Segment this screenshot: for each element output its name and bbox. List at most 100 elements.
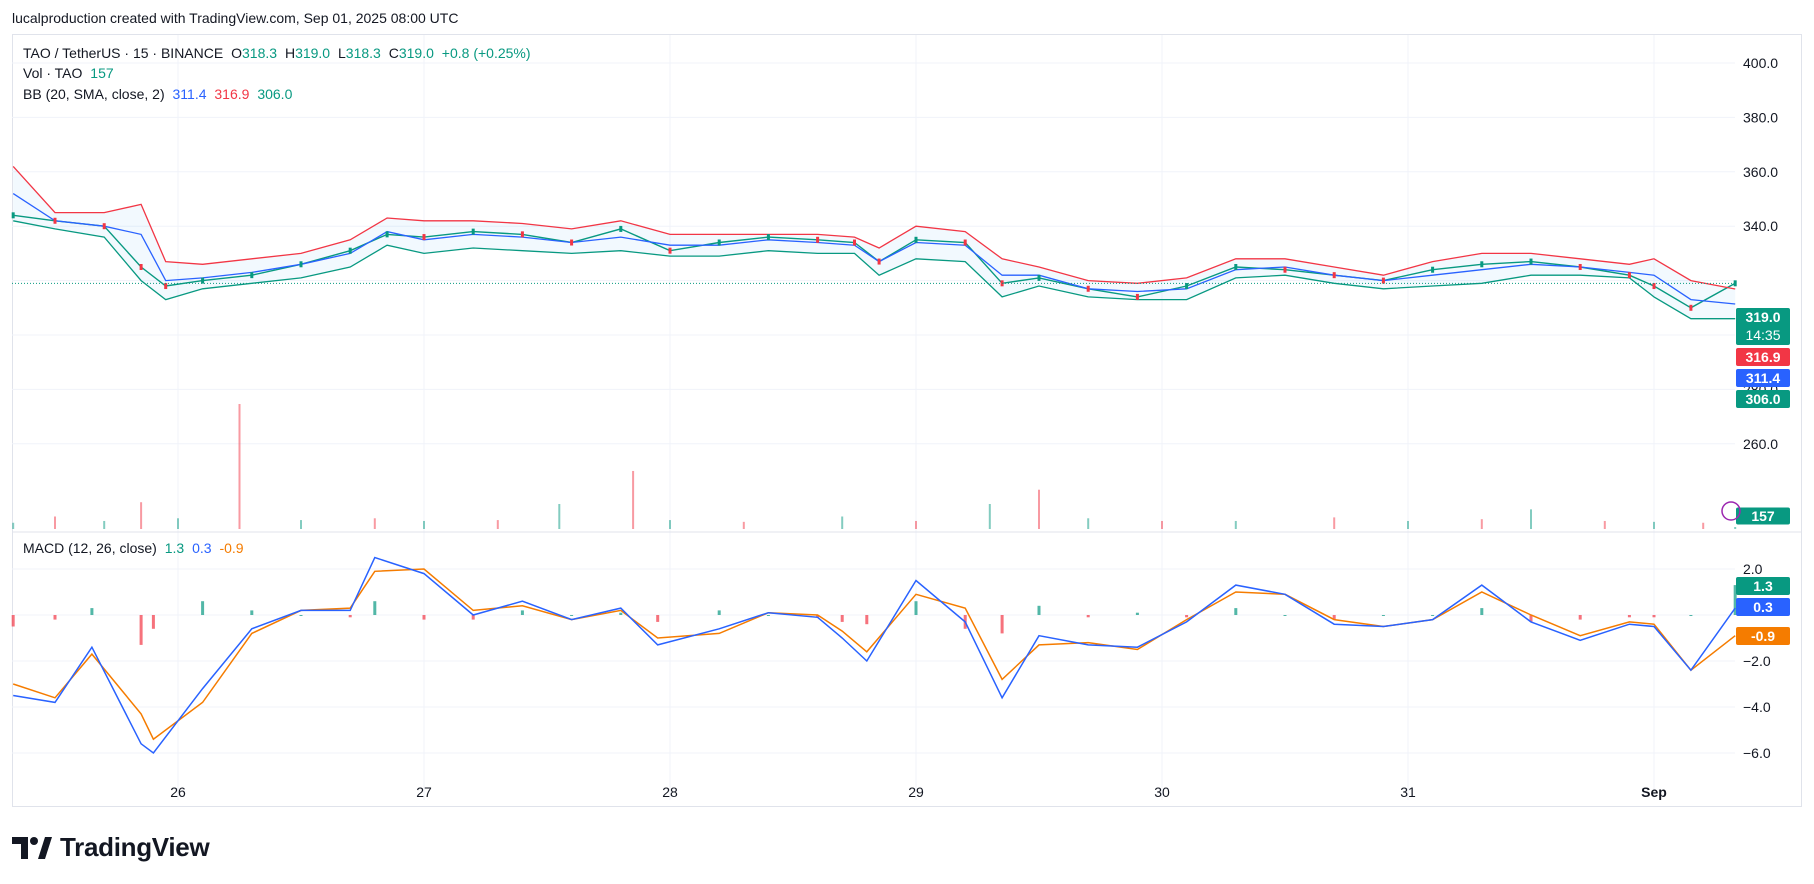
price-candle[interactable] (766, 234, 770, 241)
price-candle[interactable] (914, 236, 918, 243)
macd-histogram-bar[interactable] (840, 615, 844, 622)
volume-badge-bg[interactable] (1736, 507, 1790, 525)
macd-histogram-bar[interactable] (1733, 585, 1737, 615)
volume-bar[interactable] (742, 521, 745, 529)
volume-bar[interactable] (632, 470, 635, 529)
volume-bar[interactable] (140, 502, 143, 529)
volume-bar[interactable] (103, 520, 106, 529)
price-candle[interactable] (471, 228, 475, 235)
macd-histogram-bar[interactable] (53, 615, 57, 620)
price-candle[interactable] (877, 258, 881, 265)
price-candle[interactable] (1135, 293, 1139, 300)
price-candle[interactable] (348, 247, 352, 254)
macd-hist-badge-bg[interactable] (1736, 577, 1790, 595)
price-candle[interactable] (1652, 283, 1656, 290)
macd-histogram-bar[interactable] (1185, 615, 1189, 618)
macd-histogram-bar[interactable] (1578, 615, 1582, 620)
price-candle[interactable] (1185, 283, 1189, 290)
macd-signal-badge-bg[interactable] (1736, 627, 1790, 645)
price-candle[interactable] (11, 212, 15, 219)
bb-basis-badge-bg[interactable] (1736, 369, 1790, 387)
last-price-badge-bg[interactable] (1736, 308, 1790, 345)
bb-upper-line[interactable] (12, 165, 1736, 290)
macd-histogram-bar[interactable] (619, 612, 623, 615)
volume-bar[interactable] (915, 520, 917, 529)
close-price-line[interactable] (13, 214, 1736, 309)
tradingview-logo[interactable]: TradingView (12, 832, 210, 863)
macd-histogram-bar[interactable] (1480, 608, 1484, 615)
macd-label[interactable]: MACD (12, 26, close) (23, 540, 157, 556)
volume-bar[interactable] (1603, 520, 1606, 529)
macd-histogram-bar[interactable] (11, 615, 15, 627)
macd-histogram-bar[interactable] (1234, 608, 1238, 615)
macd-histogram-bar[interactable] (1135, 612, 1139, 615)
volume-bar[interactable] (1407, 520, 1409, 529)
price-candle[interactable] (1529, 258, 1533, 265)
macd-histogram-bar[interactable] (914, 601, 918, 615)
volume-bar[interactable] (558, 504, 561, 529)
macd-histogram-bar[interactable] (1689, 615, 1693, 616)
volume-bar[interactable] (300, 520, 302, 529)
bb-lower-badge-bg[interactable] (1736, 390, 1790, 408)
price-candle[interactable] (1037, 274, 1041, 281)
macd-histogram-bar[interactable] (201, 601, 205, 615)
bb-lower-line[interactable] (13, 220, 1736, 320)
volume-bar[interactable] (1480, 519, 1483, 529)
macd-histogram-bar[interactable] (299, 615, 303, 616)
volume-bar[interactable] (669, 520, 671, 529)
volume-bar[interactable] (1087, 518, 1090, 529)
volume-bar[interactable] (177, 518, 179, 529)
macd-signal-line[interactable] (12, 568, 1736, 741)
volume-bar[interactable] (1234, 520, 1237, 529)
macd-histogram-bar[interactable] (1000, 615, 1004, 634)
volume-bar[interactable] (841, 516, 844, 530)
macd-line[interactable] (13, 556, 1736, 755)
macd-histogram-bar[interactable] (348, 615, 352, 618)
volume-bar[interactable] (238, 404, 241, 529)
volume-bar[interactable] (54, 516, 56, 530)
macd-histogram-bar[interactable] (422, 615, 426, 620)
price-candle[interactable] (53, 217, 57, 224)
volume-bar[interactable] (1530, 509, 1532, 529)
chart-frame[interactable] (12, 34, 1802, 807)
price-candle[interactable] (1578, 264, 1582, 270)
price-candle[interactable] (853, 239, 856, 246)
volume-label[interactable]: Vol · TAO (23, 65, 83, 81)
volume-bar[interactable] (1734, 527, 1737, 529)
macd-line-badge-bg[interactable] (1736, 598, 1790, 616)
macd-histogram-bar[interactable] (373, 601, 377, 615)
price-candle[interactable] (619, 225, 623, 232)
price-candle[interactable] (1086, 285, 1090, 292)
price-candle[interactable] (422, 234, 426, 241)
price-candle[interactable] (102, 223, 106, 230)
macd-histogram-bar[interactable] (471, 615, 475, 620)
bb-label[interactable]: BB (20, SMA, close, 2) (23, 86, 165, 102)
volume-bar[interactable] (988, 504, 991, 529)
macd-histogram-bar[interactable] (766, 615, 770, 616)
price-candle[interactable] (1381, 277, 1385, 284)
macd-histogram-bar[interactable] (1381, 615, 1385, 616)
bb-basis-line[interactable] (12, 193, 1736, 305)
volume-bar[interactable] (12, 522, 15, 529)
price-candle[interactable] (1431, 266, 1435, 273)
price-candle[interactable] (1283, 266, 1287, 273)
macd-histogram-bar[interactable] (1086, 615, 1090, 618)
symbol-title[interactable]: TAO / TetherUS · 15 · BINANCE (23, 45, 224, 61)
price-candle[interactable] (668, 247, 672, 254)
price-candle[interactable] (963, 239, 967, 246)
macd-histogram-bar[interactable] (816, 615, 820, 618)
price-candle[interactable] (520, 231, 524, 238)
price-candle[interactable] (1627, 272, 1631, 279)
macd-histogram-bar[interactable] (90, 608, 94, 615)
price-candle[interactable] (1234, 264, 1238, 270)
volume-bar[interactable] (496, 520, 499, 529)
price-candle[interactable] (1480, 261, 1484, 268)
price-candle[interactable] (385, 231, 389, 238)
macd-histogram-bar[interactable] (1037, 605, 1041, 615)
bb-upper-badge-bg[interactable] (1736, 348, 1790, 366)
macd-histogram-bar[interactable] (656, 615, 660, 622)
volume-bar[interactable] (1038, 489, 1040, 529)
macd-histogram-bar[interactable] (139, 615, 143, 645)
events-marker-icon[interactable] (1721, 501, 1741, 521)
